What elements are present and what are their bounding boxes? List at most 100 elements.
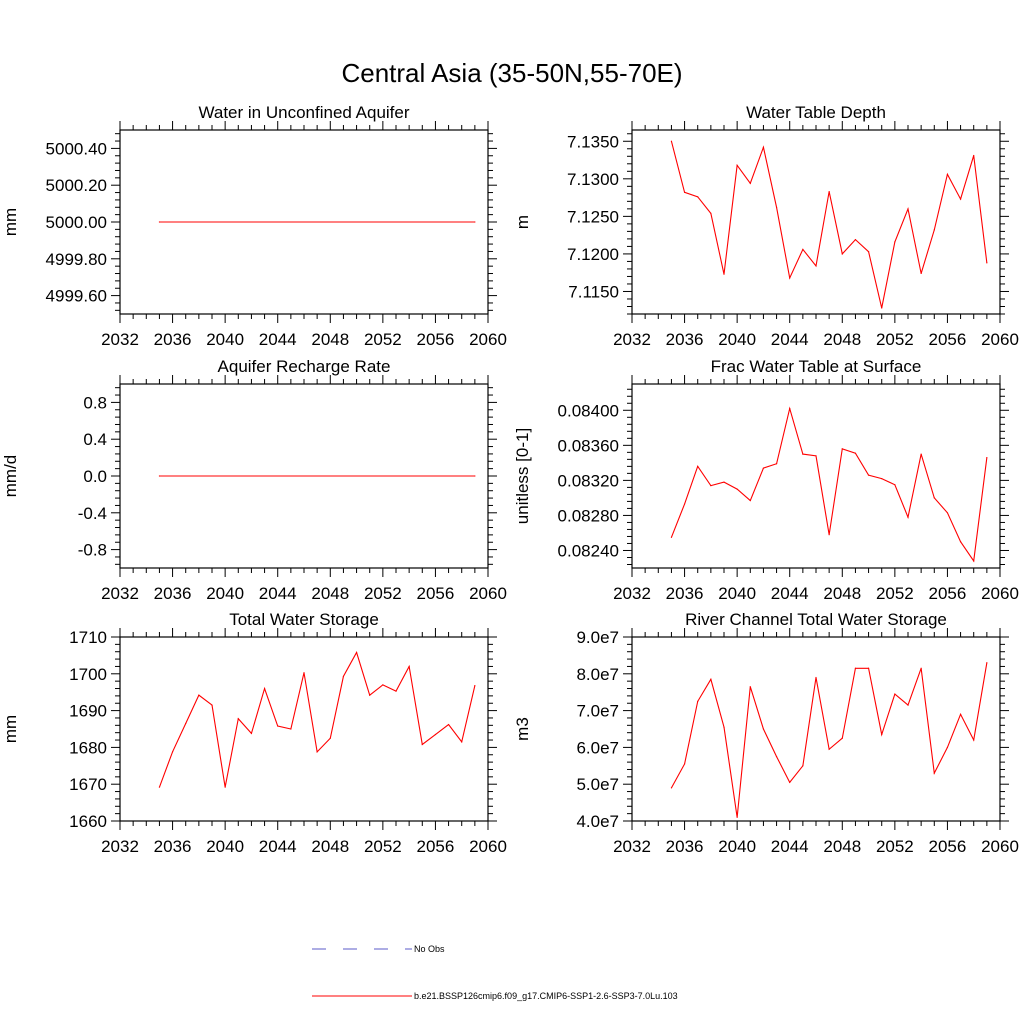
- data-point: [762, 467, 765, 469]
- data-point: [185, 722, 187, 725]
- panel-title: Frac Water Table at Surface: [711, 357, 922, 376]
- data-point: [697, 465, 699, 467]
- y-tick-label: 5.0e7: [576, 775, 619, 794]
- plot-frame: [631, 129, 1001, 315]
- y-tick-label: 0.4: [83, 430, 107, 449]
- plot-frame: [631, 383, 1001, 569]
- panel-title: Total Water Storage: [229, 610, 379, 629]
- y-tick-label: 7.1350: [567, 132, 619, 151]
- x-tick-label: 2044: [771, 330, 809, 349]
- data-point: [841, 448, 843, 450]
- panel-6: River Channel Total Water Storage m3 2032 2…: [513, 610, 1019, 856]
- data-point: [683, 191, 686, 193]
- x-tick-label: 2040: [718, 330, 756, 349]
- data-point: [342, 675, 345, 677]
- data-point: [775, 463, 778, 465]
- panel-5: Total Water Storage mm 2032 2036 2040 2044 204…: [1, 610, 507, 856]
- data-point: [723, 726, 725, 728]
- data-point: [303, 672, 305, 674]
- x-tick-label: 2056: [929, 837, 967, 856]
- y-tick-label: 5000.20: [46, 176, 107, 195]
- data-point: [907, 516, 909, 518]
- x-tick-label: 2040: [206, 330, 244, 349]
- data-point: [920, 667, 922, 669]
- data-point: [867, 474, 870, 476]
- panel-title: Aquifer Recharge Rate: [218, 357, 391, 376]
- data-point: [316, 751, 318, 753]
- y-tick-label: 9.0e7: [576, 628, 619, 647]
- x-tick-label: 2032: [101, 584, 139, 603]
- data-point: [933, 229, 935, 231]
- figure-title: Central Asia (35-50N,55-70E): [341, 58, 682, 88]
- panel-title: Water Table Depth: [746, 103, 886, 122]
- y-tick-label: 5000.00: [46, 213, 107, 232]
- data-point: [828, 748, 830, 750]
- data-point: [959, 541, 962, 543]
- y-tick-label: 7.1300: [567, 170, 619, 189]
- data-point: [828, 534, 830, 536]
- data-point: [710, 485, 712, 487]
- panel-title: Water in Unconfined Aquifer: [198, 103, 409, 122]
- data-point: [802, 453, 804, 455]
- x-tick-label: 2040: [206, 837, 244, 856]
- data-point: [907, 208, 909, 210]
- data-point: [946, 746, 949, 749]
- x-tick-label: 2032: [101, 330, 139, 349]
- data-point: [158, 221, 161, 223]
- data-point: [973, 560, 975, 562]
- x-tick-label: 2060: [981, 584, 1019, 603]
- x-tick-label: 2060: [981, 837, 1019, 856]
- panel-1: Water in Unconfined Aquifer mm 2032 2036 204…: [1, 103, 507, 349]
- x-tick-label: 2060: [469, 837, 507, 856]
- x-tick-label: 2032: [613, 330, 651, 349]
- data-point: [867, 251, 870, 253]
- x-tick-label: 2040: [718, 584, 756, 603]
- x-tick-label: 2052: [876, 330, 914, 349]
- x-tick-label: 2052: [876, 584, 914, 603]
- y-axis-label: m3: [513, 717, 532, 741]
- y-tick-label: -0.8: [78, 541, 107, 560]
- x-tick-label: 2044: [771, 837, 809, 856]
- y-tick-label: 7.1250: [567, 207, 619, 226]
- data-point: [986, 262, 988, 264]
- data-point: [881, 307, 883, 309]
- x-tick-label: 2032: [101, 837, 139, 856]
- data-point: [237, 718, 239, 720]
- data-point: [749, 499, 751, 502]
- x-tick-label: 2048: [823, 837, 861, 856]
- data-point: [841, 253, 843, 255]
- y-tick-label: 7.1200: [567, 245, 619, 264]
- data-point: [789, 277, 791, 279]
- data-point: [946, 173, 949, 175]
- data-point: [854, 239, 857, 241]
- y-axis-label: mm: [1, 715, 20, 743]
- data-point: [933, 772, 935, 774]
- data-point: [933, 497, 935, 499]
- data-point: [447, 723, 450, 726]
- x-tick-label: 2048: [823, 330, 861, 349]
- data-point: [749, 686, 751, 688]
- data-point: [250, 732, 253, 735]
- data-point: [867, 667, 870, 669]
- data-point: [198, 694, 200, 696]
- x-tick-label: 2060: [981, 330, 1019, 349]
- x-tick-label: 2040: [206, 584, 244, 603]
- x-tick-label: 2044: [259, 330, 297, 349]
- data-point: [710, 212, 712, 214]
- data-point: [736, 816, 738, 818]
- data-point: [789, 781, 791, 783]
- y-tick-label: 0.08320: [558, 471, 619, 490]
- data-point: [881, 733, 883, 736]
- data-point: [723, 273, 725, 275]
- y-tick-label: 1660: [69, 812, 107, 831]
- data-point: [959, 198, 962, 200]
- data-point: [710, 678, 712, 680]
- y-axis-label: mm/d: [1, 455, 20, 498]
- data-point: [815, 455, 817, 457]
- x-tick-label: 2056: [929, 584, 967, 603]
- legend-label-model: b.e21.BSSP126cmip6.f09_g17.CMIP6-SSP1-2.…: [414, 991, 678, 1001]
- y-tick-label: 7.0e7: [576, 702, 619, 721]
- data-point: [854, 452, 857, 454]
- series-line-1: [158, 651, 476, 788]
- panel-2: Water Table Depth m 2032 2036 2040 2044 2048 20…: [513, 103, 1019, 349]
